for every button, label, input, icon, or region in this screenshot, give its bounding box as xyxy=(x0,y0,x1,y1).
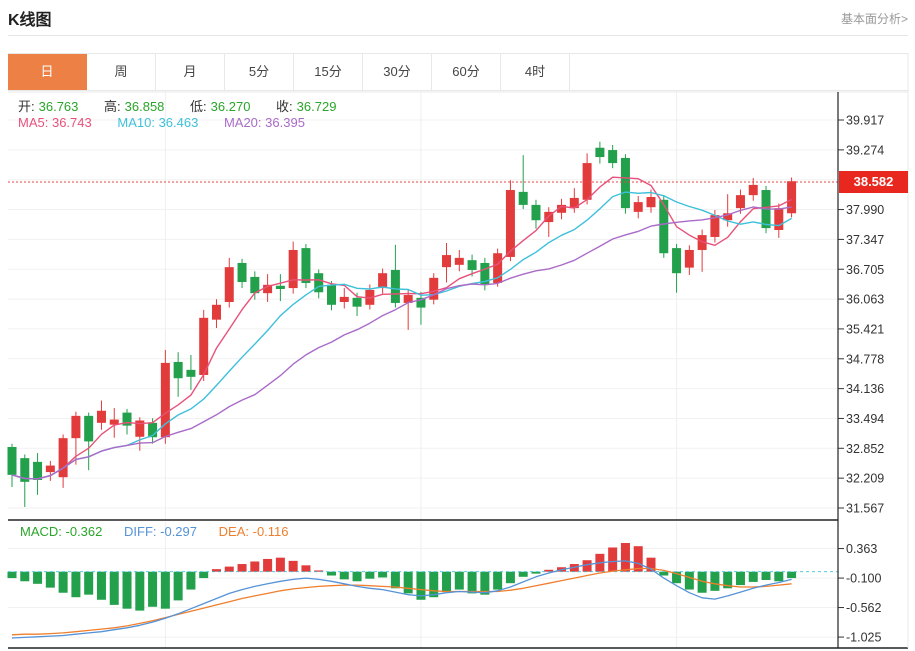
open-value: 36.763 xyxy=(38,99,79,114)
tab-15min[interactable]: 15分 xyxy=(294,54,363,90)
tab-month[interactable]: 月 xyxy=(156,54,225,90)
dea-value: -0.116 xyxy=(252,524,289,539)
macd-value: -0.362 xyxy=(65,524,103,539)
svg-text:-0.562: -0.562 xyxy=(846,601,881,615)
svg-text:-1.025: -1.025 xyxy=(846,631,881,645)
open-label: 开: xyxy=(18,99,35,114)
svg-text:39.917: 39.917 xyxy=(846,114,884,128)
ma-legend: MA5: 36.743 MA10: 36.463 MA20: 36.395 xyxy=(18,115,327,130)
tab-4hour[interactable]: 4时 xyxy=(501,54,570,90)
svg-text:37.990: 37.990 xyxy=(846,203,884,217)
diff-value: -0.297 xyxy=(160,524,198,539)
macd-legend: MACD: -0.362 DIFF: -0.297 DEA: -0.116 xyxy=(20,524,307,539)
fundamental-analysis-link[interactable]: 基本面分析> xyxy=(840,12,908,26)
ma10-value: 36.463 xyxy=(158,115,199,130)
svg-text:33.494: 33.494 xyxy=(846,412,884,426)
header-divider xyxy=(8,35,908,36)
ma20-label: MA20: xyxy=(223,115,262,130)
current-price-badge: 38.582 xyxy=(839,171,908,193)
tab-60min[interactable]: 60分 xyxy=(432,54,501,90)
macd-label: MACD: xyxy=(20,524,62,539)
interval-tabs: 日 周 月 5分 15分 30分 60分 4时 xyxy=(8,53,908,91)
tab-30min[interactable]: 30分 xyxy=(363,54,432,90)
ohlc-legend: 开: 36.763 高: 36.858 低: 36.270 收: 36.729 xyxy=(18,96,358,115)
svg-text:35.421: 35.421 xyxy=(846,322,884,336)
page-title: K线图 xyxy=(8,12,52,29)
close-label: 收: xyxy=(276,99,293,114)
svg-text:-0.100: -0.100 xyxy=(846,572,881,586)
svg-text:34.136: 34.136 xyxy=(846,382,884,396)
low-value: 36.270 xyxy=(210,99,251,114)
tab-day[interactable]: 日 xyxy=(8,54,87,90)
high-label: 高: xyxy=(104,99,121,114)
svg-text:32.852: 32.852 xyxy=(846,442,884,456)
tab-week[interactable]: 周 xyxy=(87,54,156,90)
dea-label: DEA: xyxy=(218,524,249,539)
svg-text:0.363: 0.363 xyxy=(846,542,877,556)
high-value: 36.858 xyxy=(124,99,165,114)
svg-text:34.778: 34.778 xyxy=(846,352,884,366)
svg-text:37.347: 37.347 xyxy=(846,233,884,247)
ma5-label: MA5: xyxy=(18,115,49,130)
ma5-value: 36.743 xyxy=(51,115,92,130)
svg-text:36.063: 36.063 xyxy=(846,293,884,307)
close-value: 36.729 xyxy=(296,99,337,114)
tab-filler xyxy=(570,54,908,90)
ma10-label: MA10: xyxy=(117,115,155,130)
low-label: 低: xyxy=(190,99,207,114)
svg-text:36.705: 36.705 xyxy=(846,263,884,277)
svg-text:32.209: 32.209 xyxy=(846,472,884,486)
diff-label: DIFF: xyxy=(124,524,157,539)
ma20-value: 36.395 xyxy=(265,115,305,130)
svg-text:39.274: 39.274 xyxy=(846,143,884,157)
tab-5min[interactable]: 5分 xyxy=(225,54,294,90)
svg-text:31.567: 31.567 xyxy=(846,502,884,516)
